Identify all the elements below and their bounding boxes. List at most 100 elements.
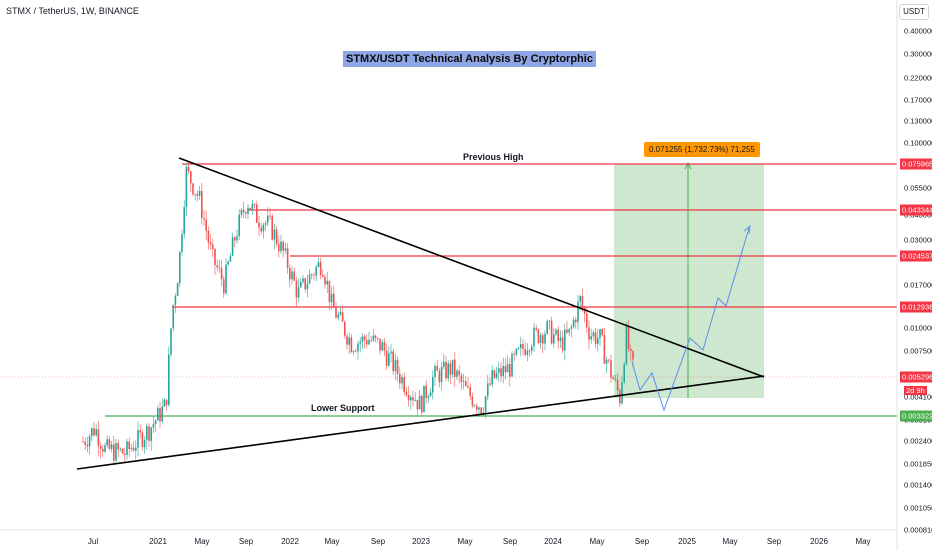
candle-body [454, 359, 456, 377]
candle-body [515, 348, 518, 355]
price-label: 0.005296 [900, 371, 932, 383]
candle-body [291, 271, 293, 280]
candle-body [478, 407, 480, 410]
candle-body [509, 363, 511, 377]
candle-body [194, 193, 196, 195]
candle-body [491, 370, 493, 385]
candle-body [302, 278, 304, 282]
symbol-info[interactable]: STMX / TetherUS, 1W, BINANCE [6, 6, 139, 16]
candle-body [627, 326, 630, 350]
candle-body [484, 396, 487, 413]
candle-body [489, 383, 491, 385]
candle-body [269, 215, 271, 217]
candle-body [304, 278, 306, 290]
candle-body [168, 354, 170, 406]
candle-body [238, 214, 240, 237]
candle-body [258, 222, 260, 228]
candle-body [630, 349, 632, 352]
candle-body [339, 312, 342, 315]
candle-body [537, 329, 540, 343]
candle-body [223, 279, 225, 294]
candle-body [572, 319, 575, 327]
candle-body [240, 209, 243, 215]
candle-body [253, 203, 256, 205]
candle-body [350, 337, 353, 353]
candle-body [218, 267, 221, 269]
candle-body [557, 329, 559, 342]
candle-body [405, 391, 408, 395]
candle-body [152, 423, 155, 428]
candle-body [443, 361, 445, 368]
candle-body [559, 337, 562, 342]
candle-body [146, 426, 148, 441]
candle-body [163, 399, 166, 407]
candle-body [495, 372, 498, 378]
candle-body [187, 166, 190, 172]
price-label: 0.043344 [900, 204, 932, 216]
candle-body [348, 337, 350, 345]
time-tick: 2024 [544, 537, 562, 546]
candle-body [280, 241, 282, 252]
candle-body [605, 359, 608, 364]
candle-body [317, 262, 320, 267]
candle-body [410, 397, 412, 401]
candle-body [97, 429, 100, 446]
candle-body [273, 229, 276, 240]
candle-body [592, 332, 595, 337]
candle-body [333, 293, 335, 308]
candle-body [207, 230, 210, 243]
candle-body [154, 420, 157, 424]
time-tick: Sep [238, 537, 254, 546]
target-zone [614, 164, 764, 398]
candle-body [412, 397, 414, 401]
candle-body [586, 313, 588, 328]
candle-body [451, 359, 454, 375]
candle-body [319, 262, 322, 276]
candle-body [546, 321, 548, 334]
candle-body [469, 387, 471, 397]
candle-body [632, 351, 634, 360]
candle-body [198, 190, 201, 196]
candle-body [524, 348, 526, 355]
candle-body [487, 383, 489, 397]
candle-body [357, 343, 359, 352]
projection-path [631, 227, 750, 412]
time-tick: May [457, 537, 473, 546]
candle-body [414, 399, 416, 401]
descending-trendline [178, 157, 765, 378]
candle-body [322, 275, 324, 277]
candle-body [564, 329, 566, 351]
candle-body [196, 193, 199, 196]
candle-body [185, 166, 188, 208]
candle-body [227, 261, 229, 265]
candle-body [579, 296, 581, 302]
time-tick: 2022 [281, 537, 299, 546]
candle-body [355, 351, 357, 353]
candle-body [119, 448, 122, 450]
candle-body [190, 171, 192, 184]
candle-body [418, 395, 421, 410]
candle-body [498, 368, 500, 373]
candle-body [137, 430, 139, 448]
candle-body [201, 190, 203, 218]
time-tick: Sep [634, 537, 650, 546]
candle-body [535, 327, 537, 330]
candle-body [539, 335, 542, 343]
currency-badge[interactable]: USDT [899, 4, 929, 20]
candle-body [372, 335, 375, 341]
candle-body [392, 351, 394, 372]
chart-title: STMX/USDT Technical Analysis By Cryptorp… [343, 51, 596, 67]
candle-body [214, 249, 216, 266]
candle-body [425, 385, 427, 399]
candle-body [352, 351, 355, 353]
candle-body [555, 329, 557, 335]
candle-body [150, 427, 152, 441]
candle-body [174, 295, 177, 305]
candle-body [513, 353, 515, 355]
time-tick: Sep [766, 537, 782, 546]
